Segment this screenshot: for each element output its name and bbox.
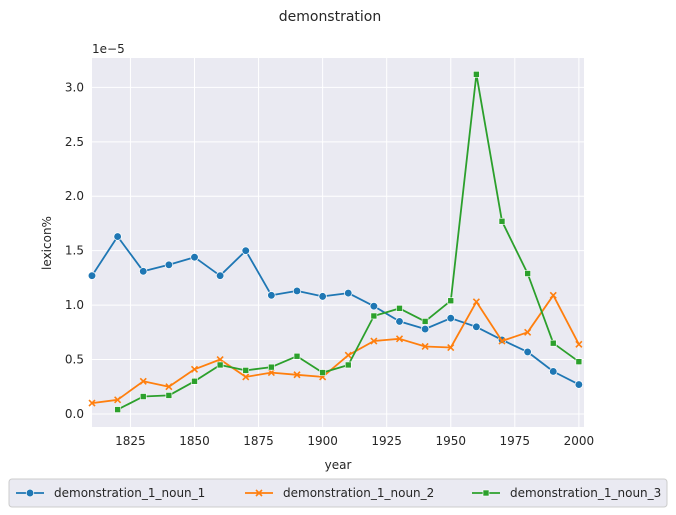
x-tick-label: 1875 — [243, 434, 274, 448]
series-3 — [114, 71, 583, 413]
y-tick-label: 0.5 — [65, 353, 84, 367]
data-point — [268, 363, 275, 371]
data-point — [344, 361, 352, 369]
data-point — [575, 358, 583, 365]
x-tick-label: 1925 — [371, 434, 402, 448]
data-point — [446, 314, 455, 323]
legend-box — [8, 478, 668, 508]
x-tick-label: 1950 — [435, 434, 466, 448]
data-point — [318, 292, 327, 301]
data-point — [447, 343, 455, 352]
y-axis-label: lexicon% — [40, 216, 54, 270]
series-2 — [88, 291, 583, 407]
data-point — [549, 339, 557, 347]
data-point — [369, 302, 379, 311]
y-tick-label: 2.5 — [65, 135, 84, 149]
data-point — [498, 217, 506, 225]
plot-area — [92, 58, 584, 427]
data-point — [267, 369, 275, 377]
legend-item: demonstration_1_noun_2 — [245, 486, 434, 500]
data-point — [524, 270, 531, 277]
data-point — [191, 377, 198, 385]
data-point — [370, 312, 378, 320]
x-tick-label: 1825 — [115, 434, 146, 448]
data-point — [472, 298, 480, 306]
data-point — [190, 365, 199, 373]
data-point — [575, 340, 583, 348]
data-point — [87, 271, 97, 280]
data-point — [523, 347, 532, 357]
data-point — [139, 377, 147, 385]
data-point — [190, 253, 199, 262]
data-point — [165, 392, 173, 399]
data-point — [293, 371, 301, 379]
data-point — [242, 373, 250, 381]
data-point — [549, 291, 557, 299]
x-tick-label: 1850 — [179, 434, 210, 448]
y-axis-ticks: 0.0 0.5 1.0 1.5 2.0 2.5 3.0 — [65, 80, 84, 421]
data-point — [267, 291, 276, 300]
data-point — [319, 369, 326, 376]
y-axis-multiplier: 1e−5 — [92, 42, 125, 56]
data-point — [114, 406, 121, 413]
data-point — [549, 367, 558, 376]
data-point — [292, 286, 302, 296]
chart-title: demonstration — [279, 9, 382, 25]
gridlines — [92, 58, 584, 427]
data-point — [447, 297, 455, 305]
x-tick-label: 1975 — [500, 434, 531, 448]
data-point — [472, 322, 481, 332]
data-point — [114, 396, 122, 404]
legend-item: demonstration_1_noun_1 — [16, 486, 205, 500]
data-point — [524, 328, 532, 336]
data-point — [395, 335, 404, 343]
data-point — [396, 305, 403, 312]
data-point — [421, 342, 429, 351]
series-line — [91, 235, 580, 386]
data-point — [215, 271, 225, 280]
data-point — [216, 355, 224, 364]
legend-items: demonstration_1_noun_1 demonstration_1_no… — [16, 486, 661, 500]
y-tick-label: 3.0 — [65, 80, 84, 94]
x-tick-label: 2000 — [564, 434, 595, 448]
data-point — [25, 488, 35, 498]
y-tick-label: 2.0 — [65, 189, 84, 203]
legend-label: demonstration_1_noun_3 — [510, 486, 661, 500]
data-point — [498, 337, 506, 345]
y-tick-label: 1.0 — [65, 298, 84, 312]
x-tick-label: 1900 — [307, 434, 338, 448]
data-point — [242, 367, 250, 374]
data-point — [344, 351, 352, 359]
x-axis-ticks: 1825 1850 1875 1900 1925 1950 1975 2000 — [115, 434, 594, 448]
series-line — [91, 294, 580, 404]
legend-label: demonstration_1_noun_2 — [283, 486, 434, 500]
data-point — [255, 489, 263, 497]
x-axis-label: year — [325, 458, 352, 472]
data-point — [344, 288, 353, 298]
data-point — [473, 71, 480, 78]
legend-item: demonstration_1_noun_3 — [472, 486, 661, 500]
data-point — [216, 361, 224, 369]
series-1 — [87, 232, 584, 389]
y-tick-label: 0.0 — [65, 407, 84, 421]
data-point — [139, 393, 147, 400]
legend: demonstration_1_noun_1 demonstration_1_no… — [8, 478, 668, 508]
data-point — [139, 267, 148, 276]
series-layer — [87, 71, 584, 413]
data-point — [165, 383, 173, 391]
data-point — [421, 318, 429, 325]
data-point — [370, 337, 378, 345]
data-point — [574, 380, 584, 389]
data-point — [88, 399, 96, 407]
data-point — [482, 489, 490, 497]
data-point — [113, 232, 122, 241]
legend-label: demonstration_1_noun_1 — [54, 486, 205, 500]
data-point — [293, 352, 301, 360]
y-tick-label: 1.5 — [65, 244, 84, 258]
data-point — [420, 324, 430, 334]
data-point — [395, 317, 404, 326]
data-point — [164, 260, 174, 269]
data-point — [241, 246, 250, 255]
